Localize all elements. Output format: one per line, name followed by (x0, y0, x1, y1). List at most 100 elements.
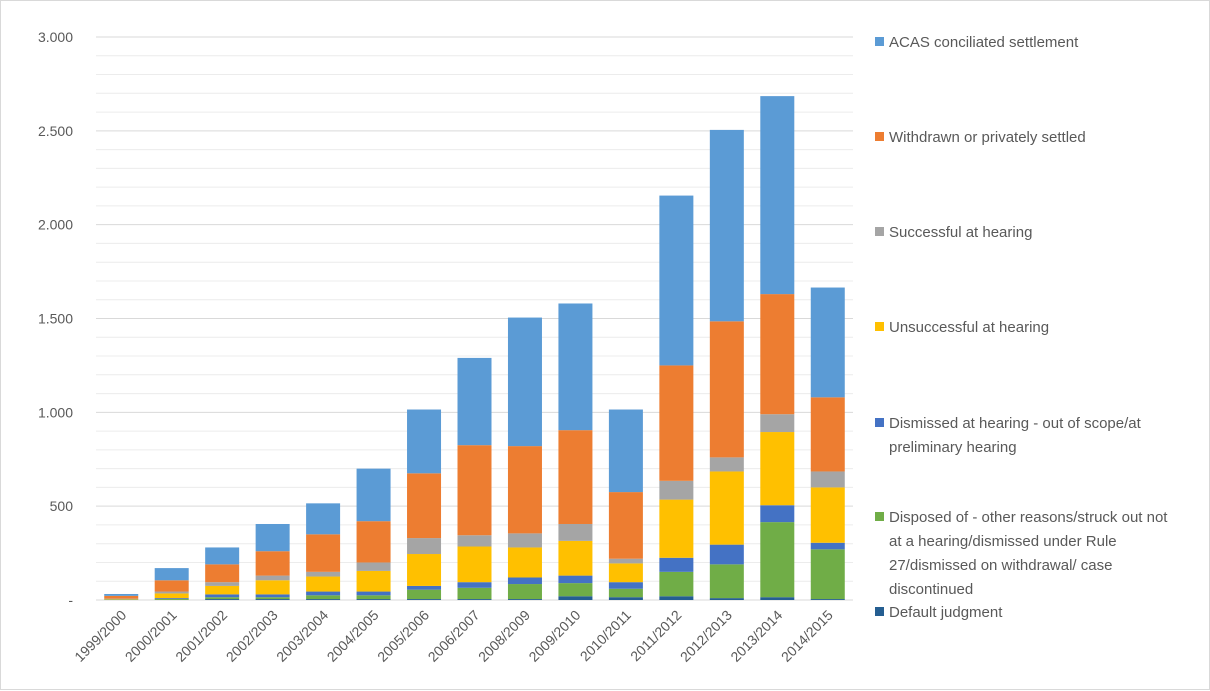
bar-segment (609, 589, 643, 597)
bar-segment (357, 571, 391, 592)
x-tick-label: 2001/2002 (172, 607, 230, 665)
bar-segment (659, 596, 693, 600)
legend-label: Disposed of - other reasons/struck out n… (889, 509, 1168, 526)
bar-segment (256, 599, 290, 600)
bar-segment (710, 598, 744, 600)
bar-segment (710, 471, 744, 544)
bar-segment (458, 599, 492, 600)
bar-segment (306, 599, 340, 600)
bar-segment (205, 597, 239, 599)
bar-segment (659, 500, 693, 558)
legend-entry: Disposed of - other reasons/struck out n… (875, 509, 1168, 598)
bar-segment (407, 554, 441, 586)
bar-segment (659, 558, 693, 572)
bar-segment (710, 564, 744, 598)
legend-swatch (875, 132, 884, 141)
bar-segment (558, 596, 592, 600)
bar-segment (407, 410, 441, 474)
bar-segment (609, 492, 643, 559)
x-tick-label: 2011/2012 (627, 607, 685, 665)
legend-label: Default judgment (889, 604, 1003, 621)
bar-segment (458, 358, 492, 445)
bar-segment (609, 582, 643, 589)
bar-segment (256, 580, 290, 594)
bar-segment (710, 545, 744, 565)
x-tick-label: 2010/2011 (577, 607, 635, 665)
bar-segment (508, 584, 542, 599)
bar-segment (811, 599, 845, 600)
legend-swatch (875, 512, 884, 521)
bar-segment (508, 547, 542, 577)
bar-segment (357, 599, 391, 600)
bar-segment (458, 445, 492, 535)
legend-entry: Unsuccessful at hearing (875, 319, 1049, 336)
bar-segment (155, 592, 189, 594)
bar-segment (155, 598, 189, 599)
bar-segment (609, 597, 643, 600)
bar-segment (508, 577, 542, 584)
bar-segment (407, 590, 441, 599)
bar-segment (104, 594, 138, 596)
legend-label: ACAS conciliated settlement (889, 34, 1079, 51)
legend-label: Successful at hearing (889, 224, 1032, 241)
bar-segment (205, 594, 239, 597)
y-tick-label: 500 (50, 498, 74, 514)
bar-segment (508, 599, 542, 600)
bar-segment (760, 522, 794, 597)
legend-entry: ACAS conciliated settlement (875, 34, 1079, 51)
y-tick-label: 2.500 (38, 123, 73, 139)
bar-segment (306, 595, 340, 599)
bar-segment (306, 572, 340, 577)
bar-segment (760, 432, 794, 505)
bar-segment (558, 541, 592, 576)
bar-segment (659, 196, 693, 366)
y-tick-label: 3.000 (38, 29, 73, 45)
bar-segment (811, 487, 845, 542)
bar-segment (760, 597, 794, 600)
x-tick-label: 2012/2013 (677, 607, 735, 665)
x-tick-label: 2003/2004 (273, 607, 331, 665)
y-tick-label: 1.000 (38, 404, 73, 420)
legend-label: at a hearing/dismissed under Rule (889, 533, 1117, 550)
x-axis-tick-labels: 1999/20002000/20012001/20022002/20032003… (71, 607, 836, 665)
y-tick-label: 1.500 (38, 311, 73, 327)
legend-label: preliminary hearing (889, 439, 1017, 456)
bar-segment (811, 549, 845, 599)
bars (104, 96, 845, 600)
bar-segment (357, 521, 391, 562)
bar-segment (306, 592, 340, 596)
bar-segment (458, 535, 492, 546)
bar-segment (155, 593, 189, 598)
bar-segment (357, 562, 391, 570)
bar-segment (760, 414, 794, 432)
bar-segment (811, 543, 845, 550)
bar-segment (659, 572, 693, 596)
bar-segment (306, 534, 340, 572)
bar-segment (508, 446, 542, 533)
bar-segment (155, 580, 189, 591)
bar-segment (256, 551, 290, 575)
bar-segment (811, 471, 845, 487)
bar-segment (407, 473, 441, 538)
bar-segment (205, 599, 239, 600)
bar-segment (710, 130, 744, 321)
bar-segment (760, 96, 794, 294)
legend-label: 27/dismissed on withdrawal/ case (889, 557, 1112, 574)
legend-swatch (875, 227, 884, 236)
bar-segment (155, 568, 189, 580)
bar-segment (558, 524, 592, 541)
bar-segment (458, 547, 492, 583)
bar-segment (256, 524, 290, 551)
bar-segment (205, 547, 239, 564)
legend-swatch (875, 418, 884, 427)
bar-segment (357, 592, 391, 596)
bar-segment (508, 533, 542, 547)
bar-segment (659, 365, 693, 480)
x-tick-label: 2000/2001 (122, 607, 180, 665)
bar-segment (256, 576, 290, 581)
x-tick-label: 2004/2005 (324, 607, 382, 665)
legend-entry: Dismissed at hearing - out of scope/atpr… (875, 415, 1142, 456)
